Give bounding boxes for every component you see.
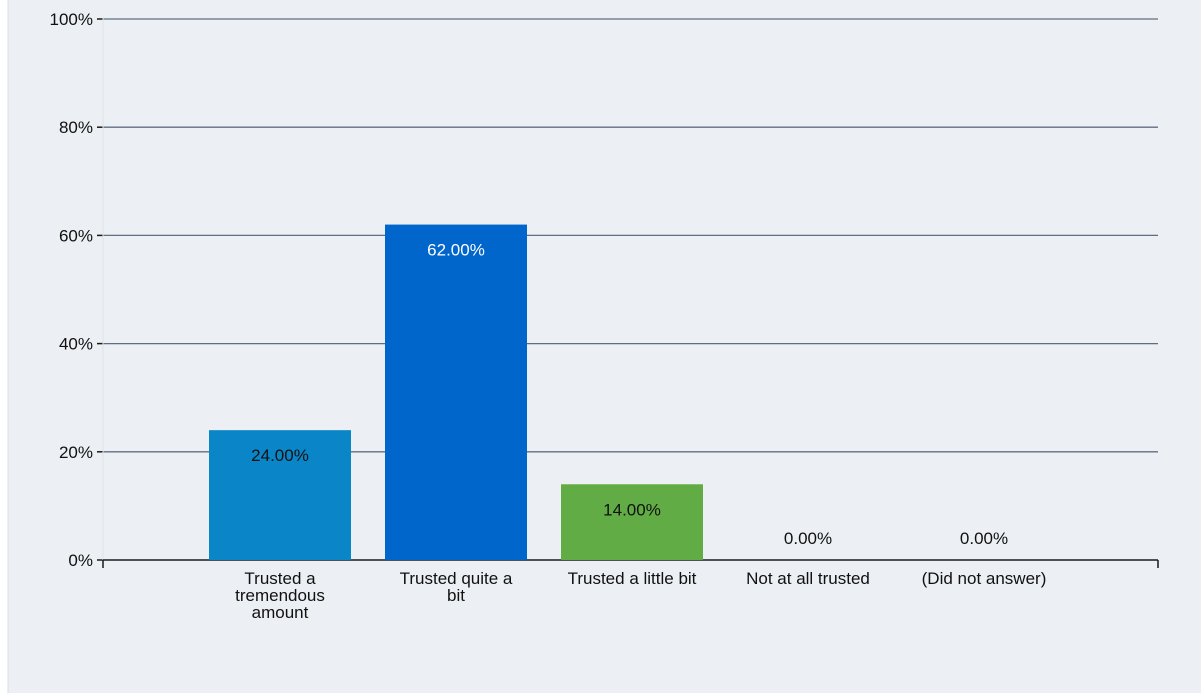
data-label: 24.00%	[251, 446, 309, 465]
data-label: 0.00%	[784, 529, 832, 548]
data-labels: 24.00% 62.00% 14.00% 0.00% 0.00%	[251, 241, 1008, 548]
x-axis-ticks: Trusted a tremendous amount Trusted quite a…	[235, 569, 1046, 622]
y-tick-label: 80%	[59, 118, 93, 137]
y-tick-label: 20%	[59, 443, 93, 462]
chart-background	[8, 0, 1201, 693]
x-tick-label: Trusted quite a bit	[400, 569, 513, 605]
y-tick-label: 0%	[68, 551, 93, 570]
bars	[209, 224, 703, 560]
y-tick-label: 40%	[59, 335, 93, 354]
y-tick-label: 100%	[50, 10, 93, 29]
data-label: 14.00%	[603, 500, 661, 519]
x-tick-label-line: (Did not answer)	[922, 569, 1047, 588]
x-tick-label-line: Trusted a	[244, 569, 316, 588]
x-tick-label: Not at all trusted	[746, 569, 870, 588]
data-label: 0.00%	[960, 529, 1008, 548]
bar	[385, 224, 527, 560]
y-tick-label: 60%	[59, 226, 93, 245]
x-tick-label-line: bit	[447, 586, 465, 605]
x-tick-label: Trusted a little bit	[568, 569, 697, 588]
y-axis-ticks: 0% 20% 40% 60% 80% 100%	[50, 10, 103, 570]
x-tick-label-line: amount	[252, 603, 309, 622]
x-tick-label-line: Not at all trusted	[746, 569, 870, 588]
data-label: 62.00%	[427, 241, 485, 260]
x-tick-label: Trusted a tremendous amount	[235, 569, 325, 622]
x-tick-label-line: Trusted a little bit	[568, 569, 697, 588]
x-tick-label-line: tremendous	[235, 586, 325, 605]
x-tick-label-line: Trusted quite a	[400, 569, 513, 588]
x-tick-label: (Did not answer)	[922, 569, 1047, 588]
bar	[209, 430, 351, 560]
bar	[561, 484, 703, 560]
